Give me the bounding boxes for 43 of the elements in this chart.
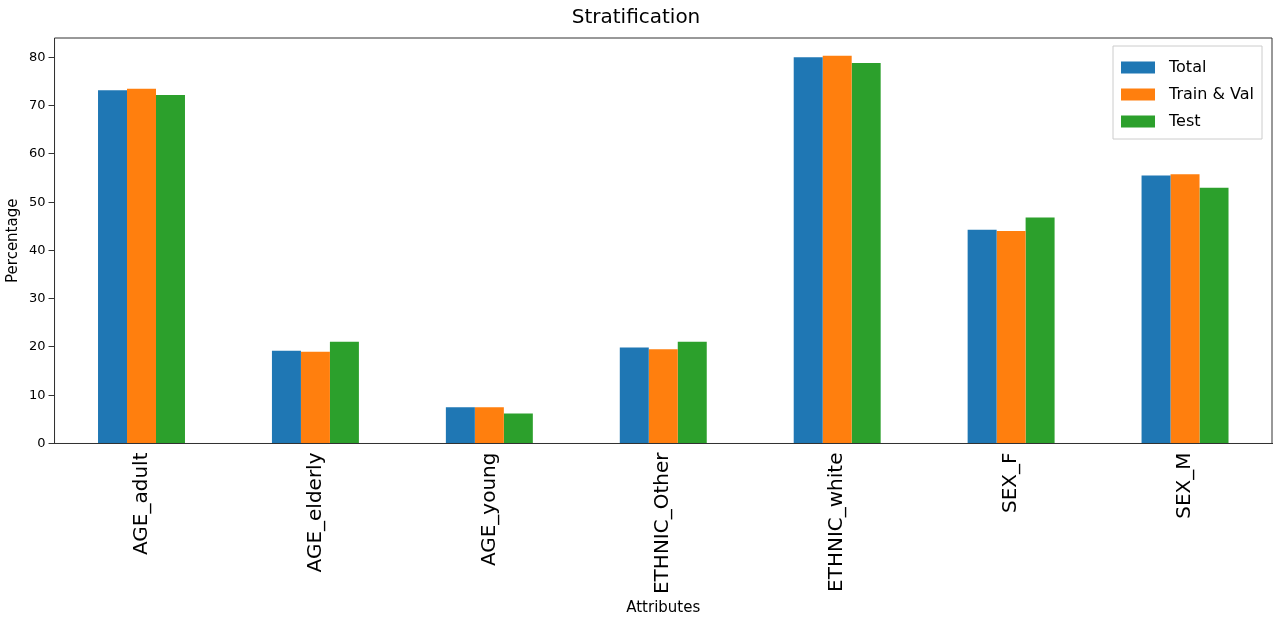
chart-title: Stratification — [571, 4, 701, 29]
bar — [474, 407, 504, 443]
y-tick-label: 10 — [29, 386, 46, 402]
bar — [1199, 187, 1229, 443]
y-axis-title: Percentage — [2, 198, 21, 283]
x-tick-label: ETHNIC_white — [823, 452, 848, 592]
bar — [619, 347, 649, 443]
x-tick-label: SEX_F — [997, 452, 1022, 514]
y-tick-label: 40 — [29, 241, 46, 257]
bar — [329, 341, 359, 443]
y-tick-label: 30 — [29, 290, 46, 306]
bar — [98, 90, 128, 443]
x-tick-label: AGE_young — [475, 452, 500, 567]
legend-label: Total — [1168, 56, 1207, 76]
bar — [300, 351, 330, 443]
bar — [127, 88, 156, 443]
bar — [271, 350, 301, 443]
bar — [503, 413, 533, 443]
x-axis-title: Attributes — [626, 597, 701, 616]
legend-label: Test — [1168, 110, 1201, 130]
bar — [967, 229, 997, 443]
bar — [822, 55, 852, 443]
y-tick-label: 50 — [29, 193, 46, 209]
y-tick-label: 70 — [29, 96, 46, 112]
y-tick-label: 0 — [37, 434, 46, 450]
legend-label: Train & Val — [1168, 83, 1255, 103]
bar — [677, 341, 707, 443]
y-tick-label: 20 — [29, 338, 46, 354]
y-tick-label: 60 — [29, 145, 46, 161]
bar — [793, 57, 823, 443]
bar — [648, 349, 678, 443]
x-tick-label: AGE_elderly — [301, 452, 326, 573]
x-tick-label: AGE_adult — [127, 452, 152, 555]
bar — [1170, 174, 1200, 443]
y-tick-label: 80 — [29, 48, 46, 64]
bar — [445, 407, 475, 443]
x-tick-label: ETHNIC_Other — [649, 451, 674, 595]
bar — [156, 94, 185, 443]
x-tick-label: SEX_M — [1171, 452, 1196, 519]
bar — [996, 231, 1026, 443]
bar — [1025, 217, 1055, 443]
bar — [851, 63, 881, 443]
bar — [1141, 175, 1171, 443]
